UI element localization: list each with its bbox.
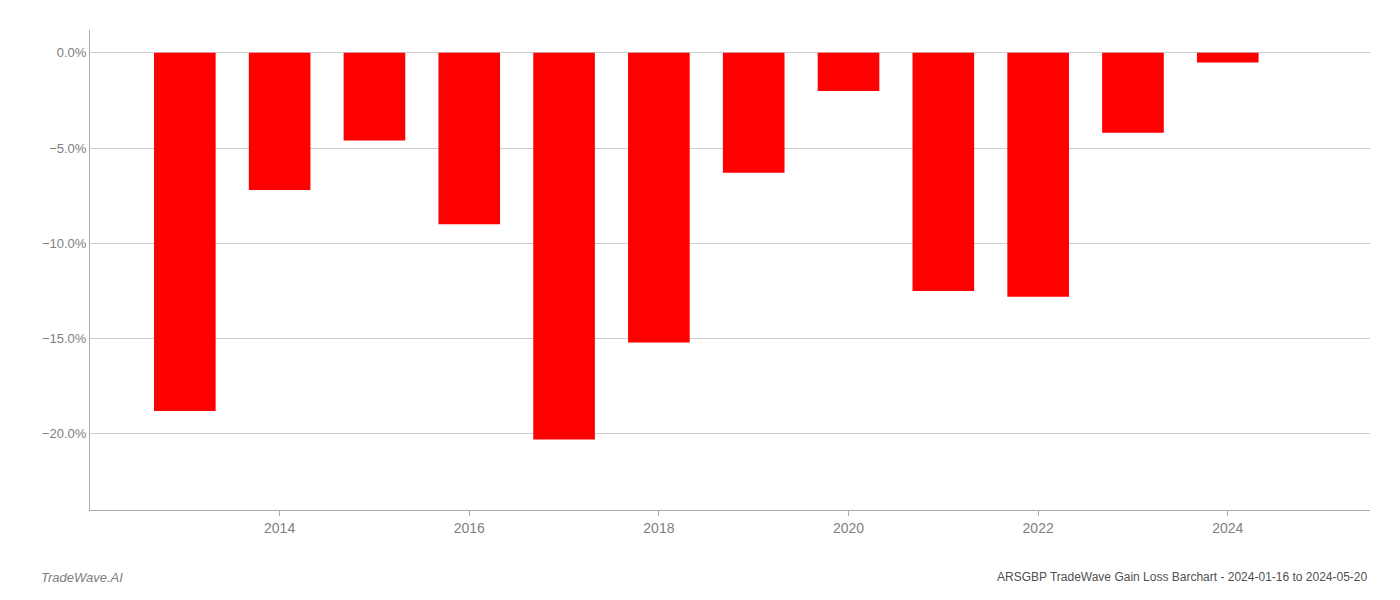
svg-text:−10.0%: −10.0%: [42, 236, 87, 251]
svg-text:2020: 2020: [833, 520, 864, 536]
svg-text:2014: 2014: [264, 520, 295, 536]
svg-text:2018: 2018: [643, 520, 674, 536]
svg-text:2024: 2024: [1212, 520, 1243, 536]
svg-text:2016: 2016: [454, 520, 485, 536]
svg-text:−5.0%: −5.0%: [49, 141, 87, 156]
svg-text:−20.0%: −20.0%: [42, 426, 87, 441]
svg-text:ARSGBP TradeWave Gain Loss Bar: ARSGBP TradeWave Gain Loss Barchart - 20…: [997, 570, 1368, 584]
svg-text:0.0%: 0.0%: [57, 45, 87, 60]
svg-text:−15.0%: −15.0%: [42, 331, 87, 346]
svg-text:2022: 2022: [1023, 520, 1054, 536]
svg-text:TradeWave.AI: TradeWave.AI: [41, 570, 123, 585]
